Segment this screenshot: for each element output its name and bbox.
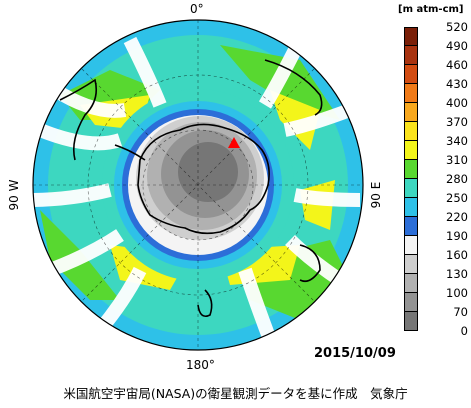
legend-swatch <box>404 122 418 141</box>
station-marker <box>228 137 240 148</box>
legend-swatch <box>404 179 418 198</box>
graticule <box>33 20 363 350</box>
longitude-label-180: 180° <box>186 358 215 372</box>
legend-swatch <box>404 217 418 236</box>
map-border <box>32 19 364 351</box>
legend-tick-label: 520 <box>446 20 468 34</box>
legend-swatch <box>404 312 418 331</box>
legend-tick-label: 100 <box>446 286 468 300</box>
coastlines <box>59 59 323 318</box>
legend-tick-label: 160 <box>446 248 468 262</box>
longitude-label-90w: 90 W <box>7 179 21 211</box>
legend-tick-label: 400 <box>446 96 468 110</box>
legend-tick-label: 220 <box>446 210 468 224</box>
legend-swatch <box>404 27 418 46</box>
longitude-label-0: 0° <box>190 2 204 16</box>
legend-tick-label: 430 <box>446 77 468 91</box>
legend-tick-label: 370 <box>446 115 468 129</box>
color-legend: 520 490 460 430 400 370 340 310 280 250 220 190 160 1… <box>404 20 468 338</box>
legend-swatch <box>404 65 418 84</box>
legend-tick-label: 460 <box>446 58 468 72</box>
legend-tick-label: 280 <box>446 172 468 186</box>
legend-swatch <box>404 274 418 293</box>
longitude-label-90e: 90 E <box>369 181 383 209</box>
legend-tick-label: 0 <box>460 324 468 338</box>
legend-tick-label: 490 <box>446 39 468 53</box>
legend-tick-label: 250 <box>446 191 468 205</box>
legend-swatch <box>404 46 418 65</box>
legend-swatch <box>404 141 418 160</box>
observation-date: 2015/10/09 <box>314 346 396 361</box>
ozone-field <box>33 20 363 350</box>
legend-tick-label: 130 <box>446 267 468 281</box>
legend-unit: [m atm-cm] <box>398 4 464 15</box>
legend-swatch <box>404 255 418 274</box>
legend-swatch <box>404 236 418 255</box>
legend-swatch <box>404 293 418 312</box>
legend-swatch <box>404 103 418 122</box>
legend-tick-label: 340 <box>446 134 468 148</box>
legend-tick-label: 190 <box>446 229 468 243</box>
data-credit: 米国航空宇宙局(NASA)の衛星観測データを基に作成 気象庁 <box>63 386 408 401</box>
legend-tick-label: 310 <box>446 153 468 167</box>
legend-tick-label: 70 <box>453 305 468 319</box>
legend-swatch <box>404 160 418 179</box>
legend-swatch <box>404 84 418 103</box>
legend-swatch <box>404 198 418 217</box>
